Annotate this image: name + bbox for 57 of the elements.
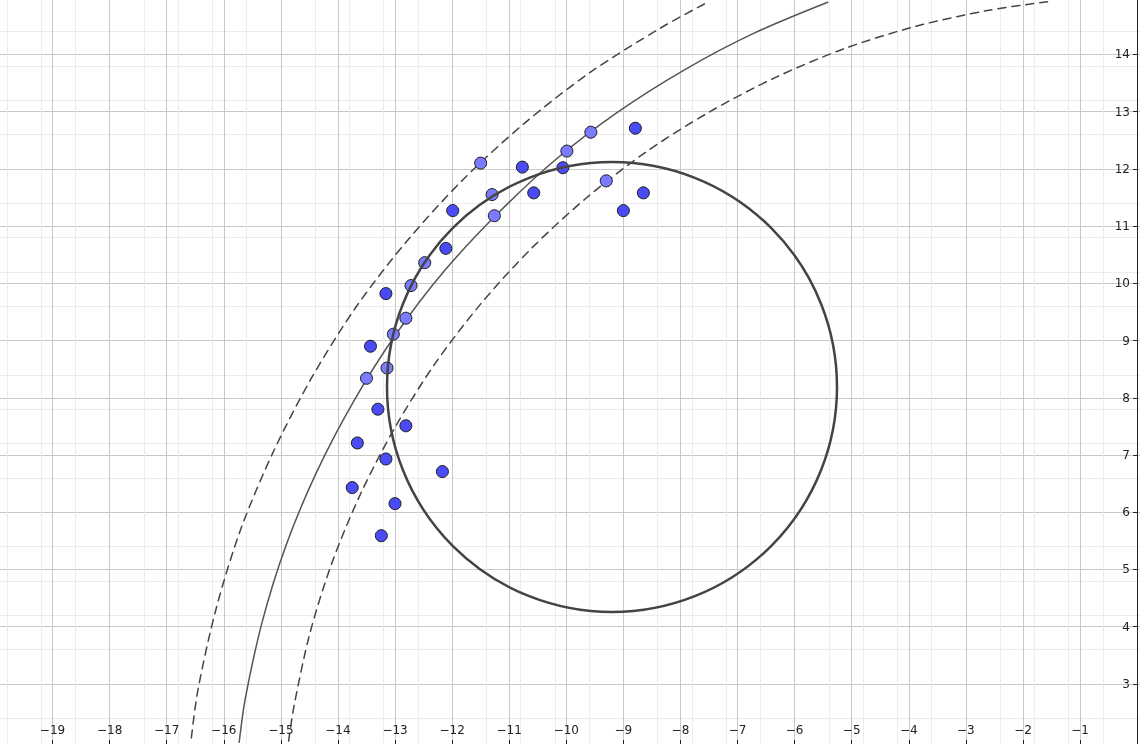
x-tick-label: −5 (842, 723, 861, 737)
x-tick-label: −3 (957, 723, 975, 737)
point (435, 465, 449, 479)
point (350, 436, 364, 450)
line-series (190, 3, 706, 740)
x-tick-label: −19 (39, 723, 66, 737)
point (616, 204, 630, 218)
point (399, 311, 413, 325)
point (379, 287, 393, 301)
x-tick-label: −17 (154, 723, 180, 737)
y-tick-label: 8 (1122, 390, 1130, 405)
y-tick-label: 3 (1122, 676, 1130, 691)
x-tick-label: −6 (785, 723, 804, 737)
point (345, 481, 359, 495)
point (360, 371, 373, 385)
point (527, 186, 541, 200)
x-tick-label: −18 (96, 723, 123, 737)
point (487, 209, 501, 223)
point (371, 402, 385, 416)
y-tick-label: 9 (1122, 333, 1130, 348)
point (636, 186, 650, 200)
x-tick-label: −10 (553, 723, 579, 737)
x-tick-label: −11 (496, 723, 522, 737)
y-tick-label: 12 (1114, 161, 1130, 176)
y-tick-label: 14 (1114, 47, 1130, 62)
x-tick-label: −2 (1014, 723, 1032, 737)
point (379, 452, 393, 466)
y-tick-label: 10 (1114, 276, 1130, 291)
point (399, 419, 413, 433)
x-tick-label: −13 (382, 723, 408, 737)
x-tick-label: −7 (728, 723, 747, 737)
y-tick-label: 4 (1122, 619, 1130, 634)
x-tick-label: −12 (439, 723, 465, 737)
point (584, 125, 598, 139)
point (515, 160, 529, 174)
x-tick-label: −4 (899, 723, 918, 737)
y-tick-label: 6 (1122, 505, 1130, 520)
point (560, 144, 574, 158)
y-tick-label: 11 (1114, 219, 1130, 234)
point (628, 121, 642, 135)
point (446, 204, 460, 218)
point (374, 529, 388, 543)
point (474, 156, 488, 170)
y-tick-label: 5 (1122, 562, 1130, 577)
y-tick-label: 13 (1114, 104, 1130, 119)
x-tick-label: −15 (268, 723, 294, 737)
point (388, 497, 402, 511)
line-series (238, 1, 829, 744)
x-tick-label: −9 (614, 723, 633, 737)
x-tick-label: −14 (325, 723, 351, 737)
point (599, 174, 613, 188)
y-tick-label: 7 (1122, 447, 1130, 462)
point (439, 241, 453, 255)
x-tick-label: −1 (1071, 723, 1089, 737)
x-tick-label: −16 (211, 723, 237, 737)
point (364, 339, 377, 353)
x-tick-label: −8 (671, 723, 690, 737)
